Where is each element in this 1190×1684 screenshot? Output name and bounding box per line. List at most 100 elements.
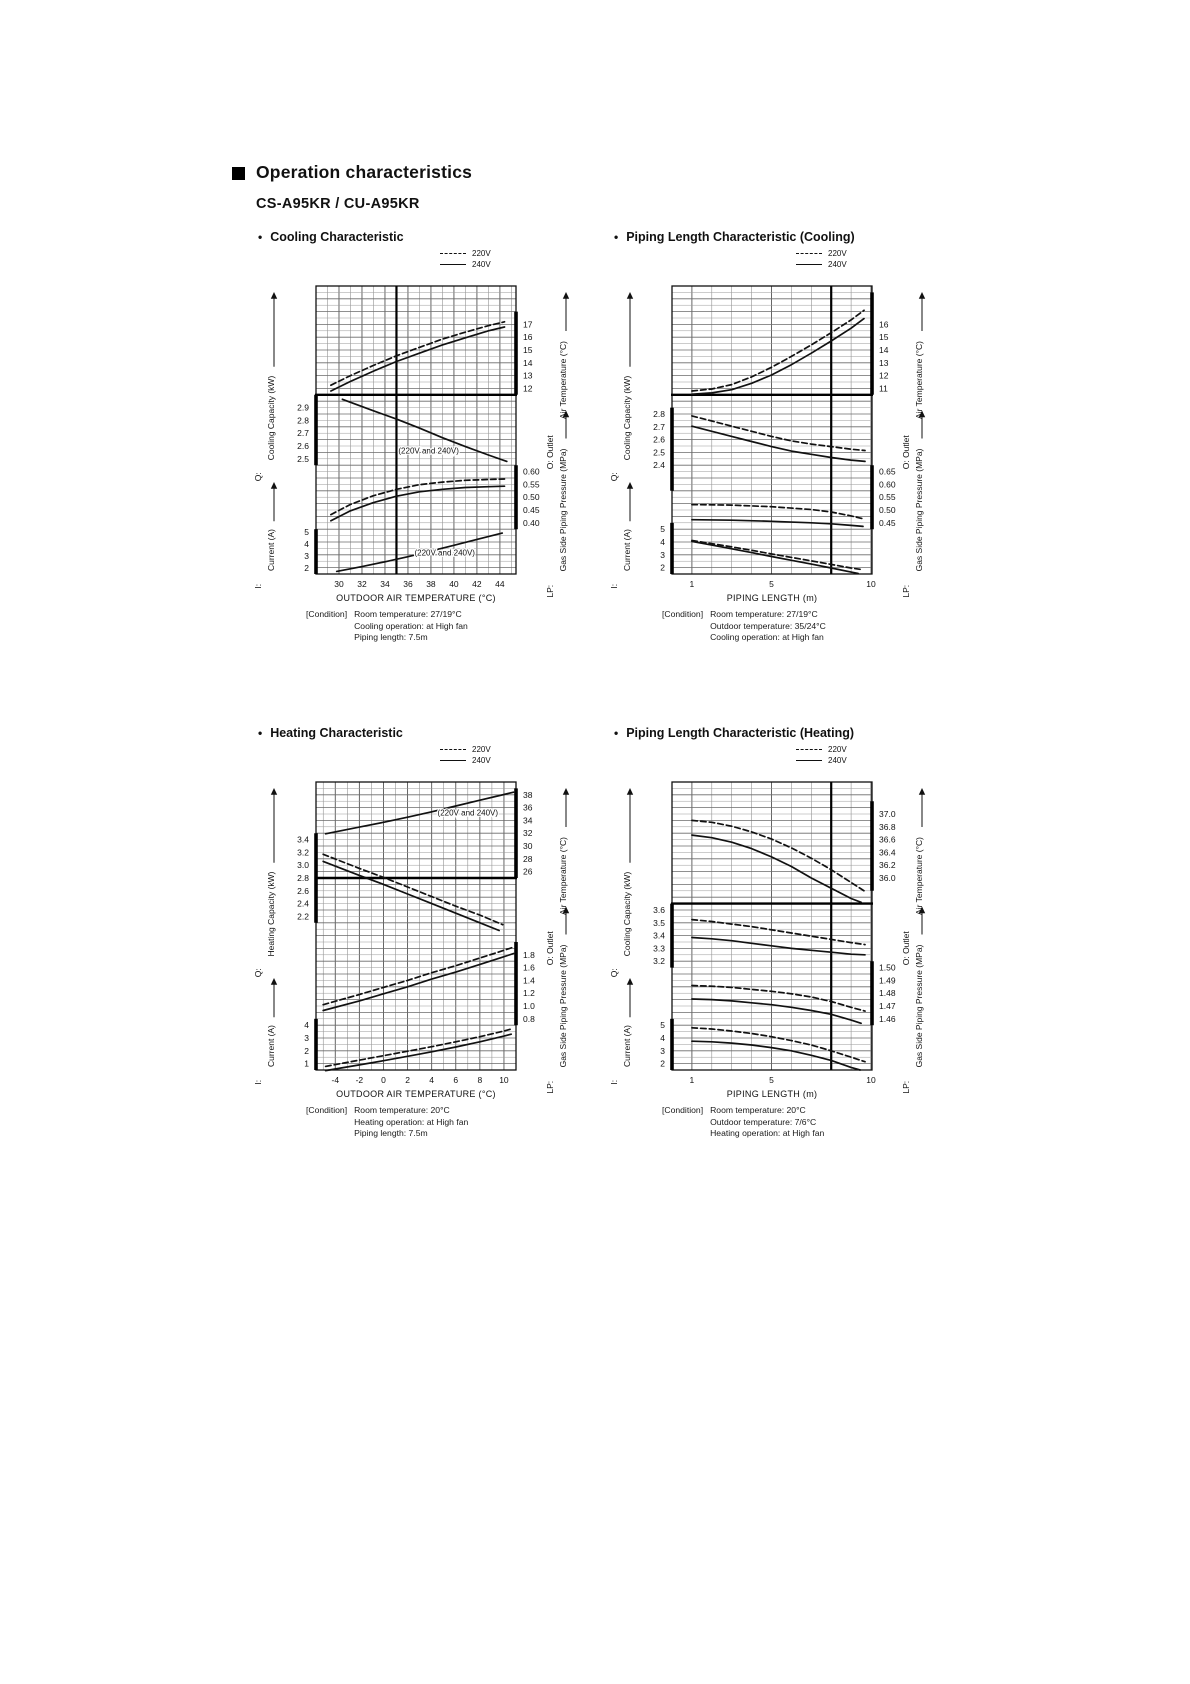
svg-text:32: 32 bbox=[523, 828, 533, 838]
panel-piping-length-heating: • Piping Length Characteristic (Heating)… bbox=[600, 722, 944, 1140]
svg-text:2.6: 2.6 bbox=[297, 886, 309, 896]
svg-text:4: 4 bbox=[304, 1020, 309, 1030]
axis-arrowhead-icon bbox=[562, 410, 570, 418]
chart-title-text: Cooling Characteristic bbox=[270, 230, 404, 244]
y-axis-label-current: Current (A) bbox=[622, 529, 632, 571]
axis-arrowhead-icon bbox=[626, 788, 634, 795]
panel-cooling-characteristic: • Cooling Characteristic 220V 240V 17 16 1… bbox=[244, 226, 588, 644]
series-current-240v bbox=[691, 1040, 861, 1071]
y-axis-label-capacity: Cooling Capacity (kW) bbox=[622, 376, 632, 461]
svg-text:15: 15 bbox=[523, 345, 533, 355]
svg-text:26: 26 bbox=[523, 867, 533, 877]
condition-note: [Condition] Room temperature: 27/19°C Ou… bbox=[662, 609, 944, 644]
page-title: Operation characteristics bbox=[256, 162, 473, 182]
svg-text:2.5: 2.5 bbox=[297, 454, 309, 464]
series-gas-side-piping-pressure-240v bbox=[322, 952, 515, 1012]
condition-line: Cooling operation: at High fan bbox=[354, 620, 468, 631]
series-annotation: (220V and 240V) bbox=[438, 809, 499, 818]
y-axis-label-piping-pressure-prefix: LP: bbox=[545, 585, 555, 598]
svg-text:36: 36 bbox=[523, 803, 533, 813]
svg-text:12: 12 bbox=[523, 383, 533, 393]
chart-legend: 220V 240V bbox=[440, 744, 491, 766]
current-tick-labels: 4 3 2 1 bbox=[304, 1020, 309, 1068]
chart-title-text: Heating Characteristic bbox=[270, 726, 403, 740]
condition-line: Room temperature: 20°C bbox=[354, 1105, 450, 1115]
panel-piping-length-cooling: • Piping Length Characteristic (Cooling)… bbox=[600, 226, 944, 644]
svg-text:0.55: 0.55 bbox=[523, 479, 540, 489]
series-gas-side-piping-pressure-240v bbox=[691, 998, 862, 1025]
gas-side-piping-pressure-tick-labels: 1.50 1.49 1.48 1.47 1.46 bbox=[879, 963, 896, 1024]
axis-arrowhead-icon bbox=[918, 410, 926, 418]
svg-text:13: 13 bbox=[523, 371, 533, 381]
chart-title: • Cooling Characteristic bbox=[258, 228, 588, 246]
svg-text:0.60: 0.60 bbox=[523, 467, 540, 477]
svg-text:34: 34 bbox=[523, 815, 533, 825]
svg-text:14: 14 bbox=[879, 345, 889, 355]
series-outlet-air-temperature-240v bbox=[691, 834, 862, 904]
model-name: CS-A95KR / CU-A95KR bbox=[256, 196, 420, 212]
condition-line: Cooling operation: at High fan bbox=[710, 632, 824, 642]
svg-text:17: 17 bbox=[523, 319, 533, 329]
svg-text:4: 4 bbox=[660, 537, 665, 547]
current-tick-labels: 5 4 3 2 bbox=[660, 1020, 665, 1068]
solid-line-icon bbox=[440, 264, 466, 265]
y-axis-label-outlet-temperature-prefix: O: Outlet bbox=[545, 435, 555, 470]
condition-label: [Condition] bbox=[306, 609, 348, 619]
svg-text:1.4: 1.4 bbox=[523, 975, 535, 985]
svg-text:1: 1 bbox=[304, 1059, 309, 1069]
svg-text:42: 42 bbox=[472, 579, 482, 589]
svg-text:10: 10 bbox=[499, 1075, 509, 1085]
series-heating-capacity-240v bbox=[322, 860, 500, 932]
series-gas-side-piping-pressure-220v bbox=[330, 478, 506, 516]
dashed-line-icon bbox=[796, 749, 822, 750]
y-axis-label-outlet-temperature: Air Temperature (°C) bbox=[558, 341, 568, 419]
series-current-220v bbox=[324, 1028, 513, 1068]
condition-label: [Condition] bbox=[662, 1105, 704, 1115]
x-axis-title: OUTDOOR AIR TEMPERATURE (°C) bbox=[336, 593, 496, 603]
dashed-line-icon bbox=[440, 253, 466, 254]
svg-text:2.4: 2.4 bbox=[297, 899, 309, 909]
series-current-240v bbox=[324, 1033, 513, 1072]
svg-text:0.65: 0.65 bbox=[879, 467, 896, 477]
svg-text:3.4: 3.4 bbox=[297, 835, 309, 845]
solid-line-icon bbox=[796, 264, 822, 265]
svg-text:44: 44 bbox=[495, 579, 505, 589]
condition-line: Room temperature: 20°C bbox=[710, 1105, 806, 1115]
legend-item-220v: 220V bbox=[440, 744, 491, 755]
current-tick-labels: 5 4 3 2 bbox=[304, 527, 309, 573]
svg-text:40: 40 bbox=[449, 579, 459, 589]
legend-label: 220V bbox=[472, 249, 491, 258]
legend-label: 220V bbox=[472, 745, 491, 754]
svg-text:37.0: 37.0 bbox=[879, 809, 896, 819]
series-gas-side-piping-pressure-220v bbox=[691, 984, 866, 1012]
x-axis-title: PIPING LENGTH (m) bbox=[727, 593, 818, 603]
condition-line: Outdoor temperature: 35/24°C bbox=[710, 620, 826, 631]
svg-text:3.4: 3.4 bbox=[653, 931, 665, 941]
svg-text:8: 8 bbox=[477, 1075, 482, 1085]
y-axis-label-capacity-prefix: Q: bbox=[609, 472, 619, 481]
svg-text:3: 3 bbox=[304, 551, 309, 561]
series-outlet-air-temperature-220v-and-240v bbox=[324, 791, 515, 835]
svg-text:3.2: 3.2 bbox=[297, 847, 309, 857]
y-axis-label-capacity-prefix: Q: bbox=[609, 968, 619, 977]
condition-label: [Condition] bbox=[662, 609, 704, 619]
chart-plot-area: 37.0 36.8 36.6 36.4 36.2 36.0 3.6 3.5 3.4 3.3 3.2 1… bbox=[600, 774, 944, 1109]
plot-border bbox=[315, 285, 517, 575]
svg-text:28: 28 bbox=[523, 854, 533, 864]
chart-title-text: Piping Length Characteristic (Cooling) bbox=[626, 230, 855, 244]
chart-piping-length-heating: 37.0 36.8 36.6 36.4 36.2 36.0 3.6 3.5 3.4 3.3 3.2 1… bbox=[609, 781, 926, 1099]
series-current-220v bbox=[691, 1026, 866, 1063]
svg-text:2.5: 2.5 bbox=[653, 447, 665, 457]
svg-text:10: 10 bbox=[866, 579, 876, 589]
y-axis-label-current-prefix: I: bbox=[609, 584, 619, 589]
svg-text:2.7: 2.7 bbox=[297, 428, 309, 438]
svg-text:3.6: 3.6 bbox=[653, 905, 665, 915]
svg-text:2.2: 2.2 bbox=[297, 911, 309, 921]
condition-lines: Room temperature: 27/19°C Cooling operat… bbox=[354, 609, 468, 644]
axis-arrowhead-icon bbox=[918, 788, 926, 795]
condition-line: Room temperature: 27/19°C bbox=[354, 609, 462, 619]
svg-text:5: 5 bbox=[660, 524, 665, 534]
grid-lines bbox=[316, 286, 516, 574]
